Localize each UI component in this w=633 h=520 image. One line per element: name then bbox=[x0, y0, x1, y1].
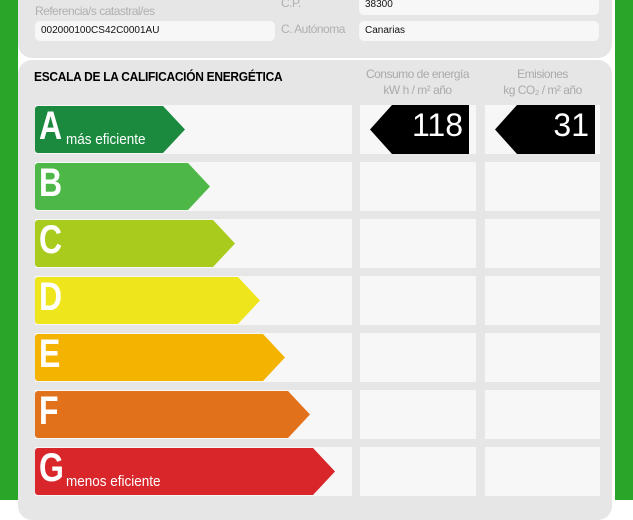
cp-label: C.P. bbox=[281, 0, 301, 10]
consumption-cell bbox=[360, 390, 476, 439]
emissions-cell bbox=[485, 447, 600, 496]
emissions-header-unit: kg CO₂ / m² año bbox=[503, 83, 582, 97]
rating-label: menos eficiente bbox=[66, 473, 161, 490]
rating-arrow-d: D bbox=[35, 277, 260, 324]
rating-letter: C bbox=[39, 218, 63, 262]
rating-arrow-b: B bbox=[35, 163, 210, 210]
rating-arrow-c: C bbox=[35, 220, 235, 267]
consumption-header-unit: kW h / m² año bbox=[383, 83, 452, 97]
consumption-header-line1: Consumo de energía bbox=[365, 67, 470, 81]
emissions-cell bbox=[485, 276, 600, 325]
emissions-cell bbox=[485, 333, 600, 382]
rating-label: más eficiente bbox=[66, 131, 146, 148]
scale-title: ESCALA DE LA CALIFICACIÓN ENERGÉTICA bbox=[34, 69, 283, 84]
rating-letter: G bbox=[39, 446, 64, 490]
emissions-cell bbox=[485, 162, 600, 211]
cp-field: 38300 bbox=[359, 0, 599, 15]
region-label: C. Autónoma bbox=[281, 22, 345, 36]
rating-letter: F bbox=[39, 389, 59, 433]
region-field: Canarias bbox=[359, 21, 599, 41]
emissions-header: Emisiones kg CO₂ / m² año bbox=[480, 66, 605, 98]
rating-arrow-e: E bbox=[35, 334, 285, 381]
consumption-cell bbox=[360, 447, 476, 496]
consumption-cell bbox=[360, 219, 476, 268]
emissions-header-line1: Emisiones bbox=[517, 67, 568, 81]
rating-arrow-f: F bbox=[35, 391, 310, 438]
consumption-cell bbox=[360, 162, 476, 211]
emissions-cell bbox=[485, 390, 600, 439]
emissions-cell bbox=[485, 219, 600, 268]
cadastral-label: Referencia/s catastral/es bbox=[35, 4, 155, 18]
right-border bbox=[615, 0, 633, 500]
consumption-cell bbox=[360, 276, 476, 325]
cadastral-field: 002000100CS42C0001AU bbox=[35, 21, 275, 41]
consumption-header: Consumo de energía kW h / m² año bbox=[355, 66, 480, 98]
rating-letter: E bbox=[39, 332, 61, 376]
rating-letter: B bbox=[39, 161, 63, 205]
consumption-value: 118 bbox=[370, 105, 469, 154]
emissions-value: 31 bbox=[495, 105, 595, 154]
consumption-cell bbox=[360, 333, 476, 382]
rating-letter: D bbox=[39, 275, 63, 319]
rating-letter: A bbox=[39, 104, 63, 148]
left-border bbox=[0, 0, 18, 500]
